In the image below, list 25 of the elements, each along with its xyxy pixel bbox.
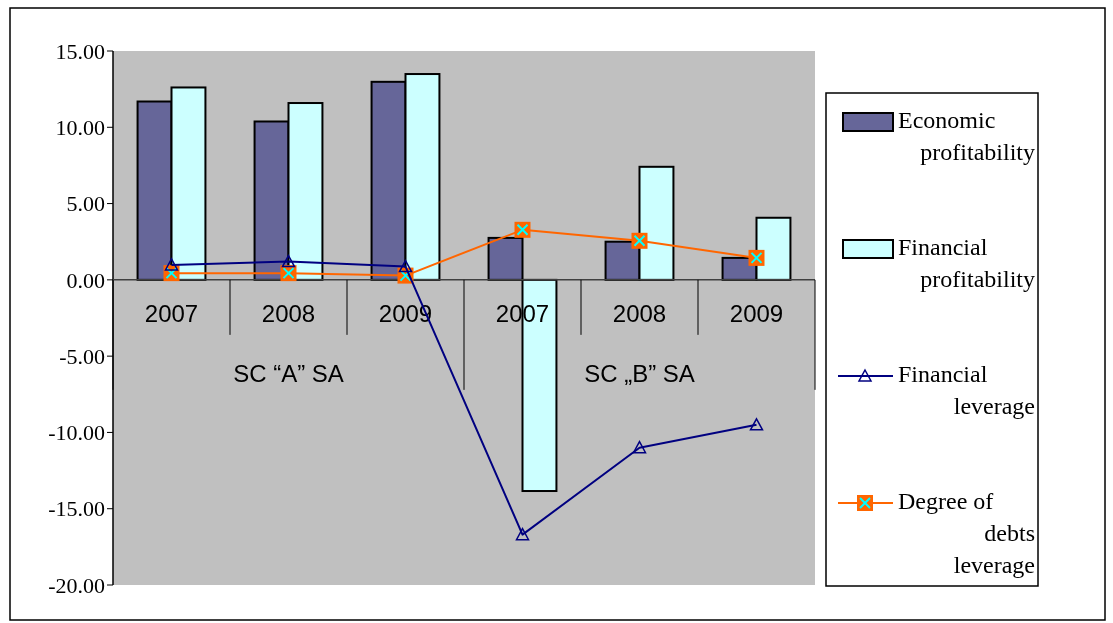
y-tick-label: -15.00 (48, 496, 105, 522)
x-tick-label: 2007 (144, 299, 199, 327)
x-tick-label: 2008 (612, 299, 667, 327)
legend-label: Financial profitability (898, 234, 1035, 292)
y-tick-label: -5.00 (59, 343, 105, 369)
y-tick-label: 10.00 (55, 114, 105, 140)
point (398, 259, 413, 273)
annotation: SC “A” SA (233, 359, 344, 387)
x-tick-label: 2008 (261, 299, 316, 327)
point (164, 258, 179, 271)
point (632, 440, 647, 454)
annotation: SC „B” SA (584, 359, 695, 387)
point (515, 527, 530, 541)
y-tick-label: 15.00 (55, 38, 105, 64)
legend-label: Degree of debts leverage (898, 488, 1035, 578)
y-tick-label: 5.00 (66, 191, 105, 217)
y-tick-label: -10.00 (48, 420, 105, 446)
legend-label: Financial leverage (898, 361, 1035, 419)
y-tick-label: 0.00 (66, 267, 105, 293)
point (749, 418, 764, 431)
x-tick-label: 2009 (729, 299, 784, 327)
legend-label: Economic profitability (898, 107, 1035, 165)
bar (487, 236, 524, 281)
point (281, 254, 296, 268)
y-tick-label: -20.00 (48, 572, 105, 598)
